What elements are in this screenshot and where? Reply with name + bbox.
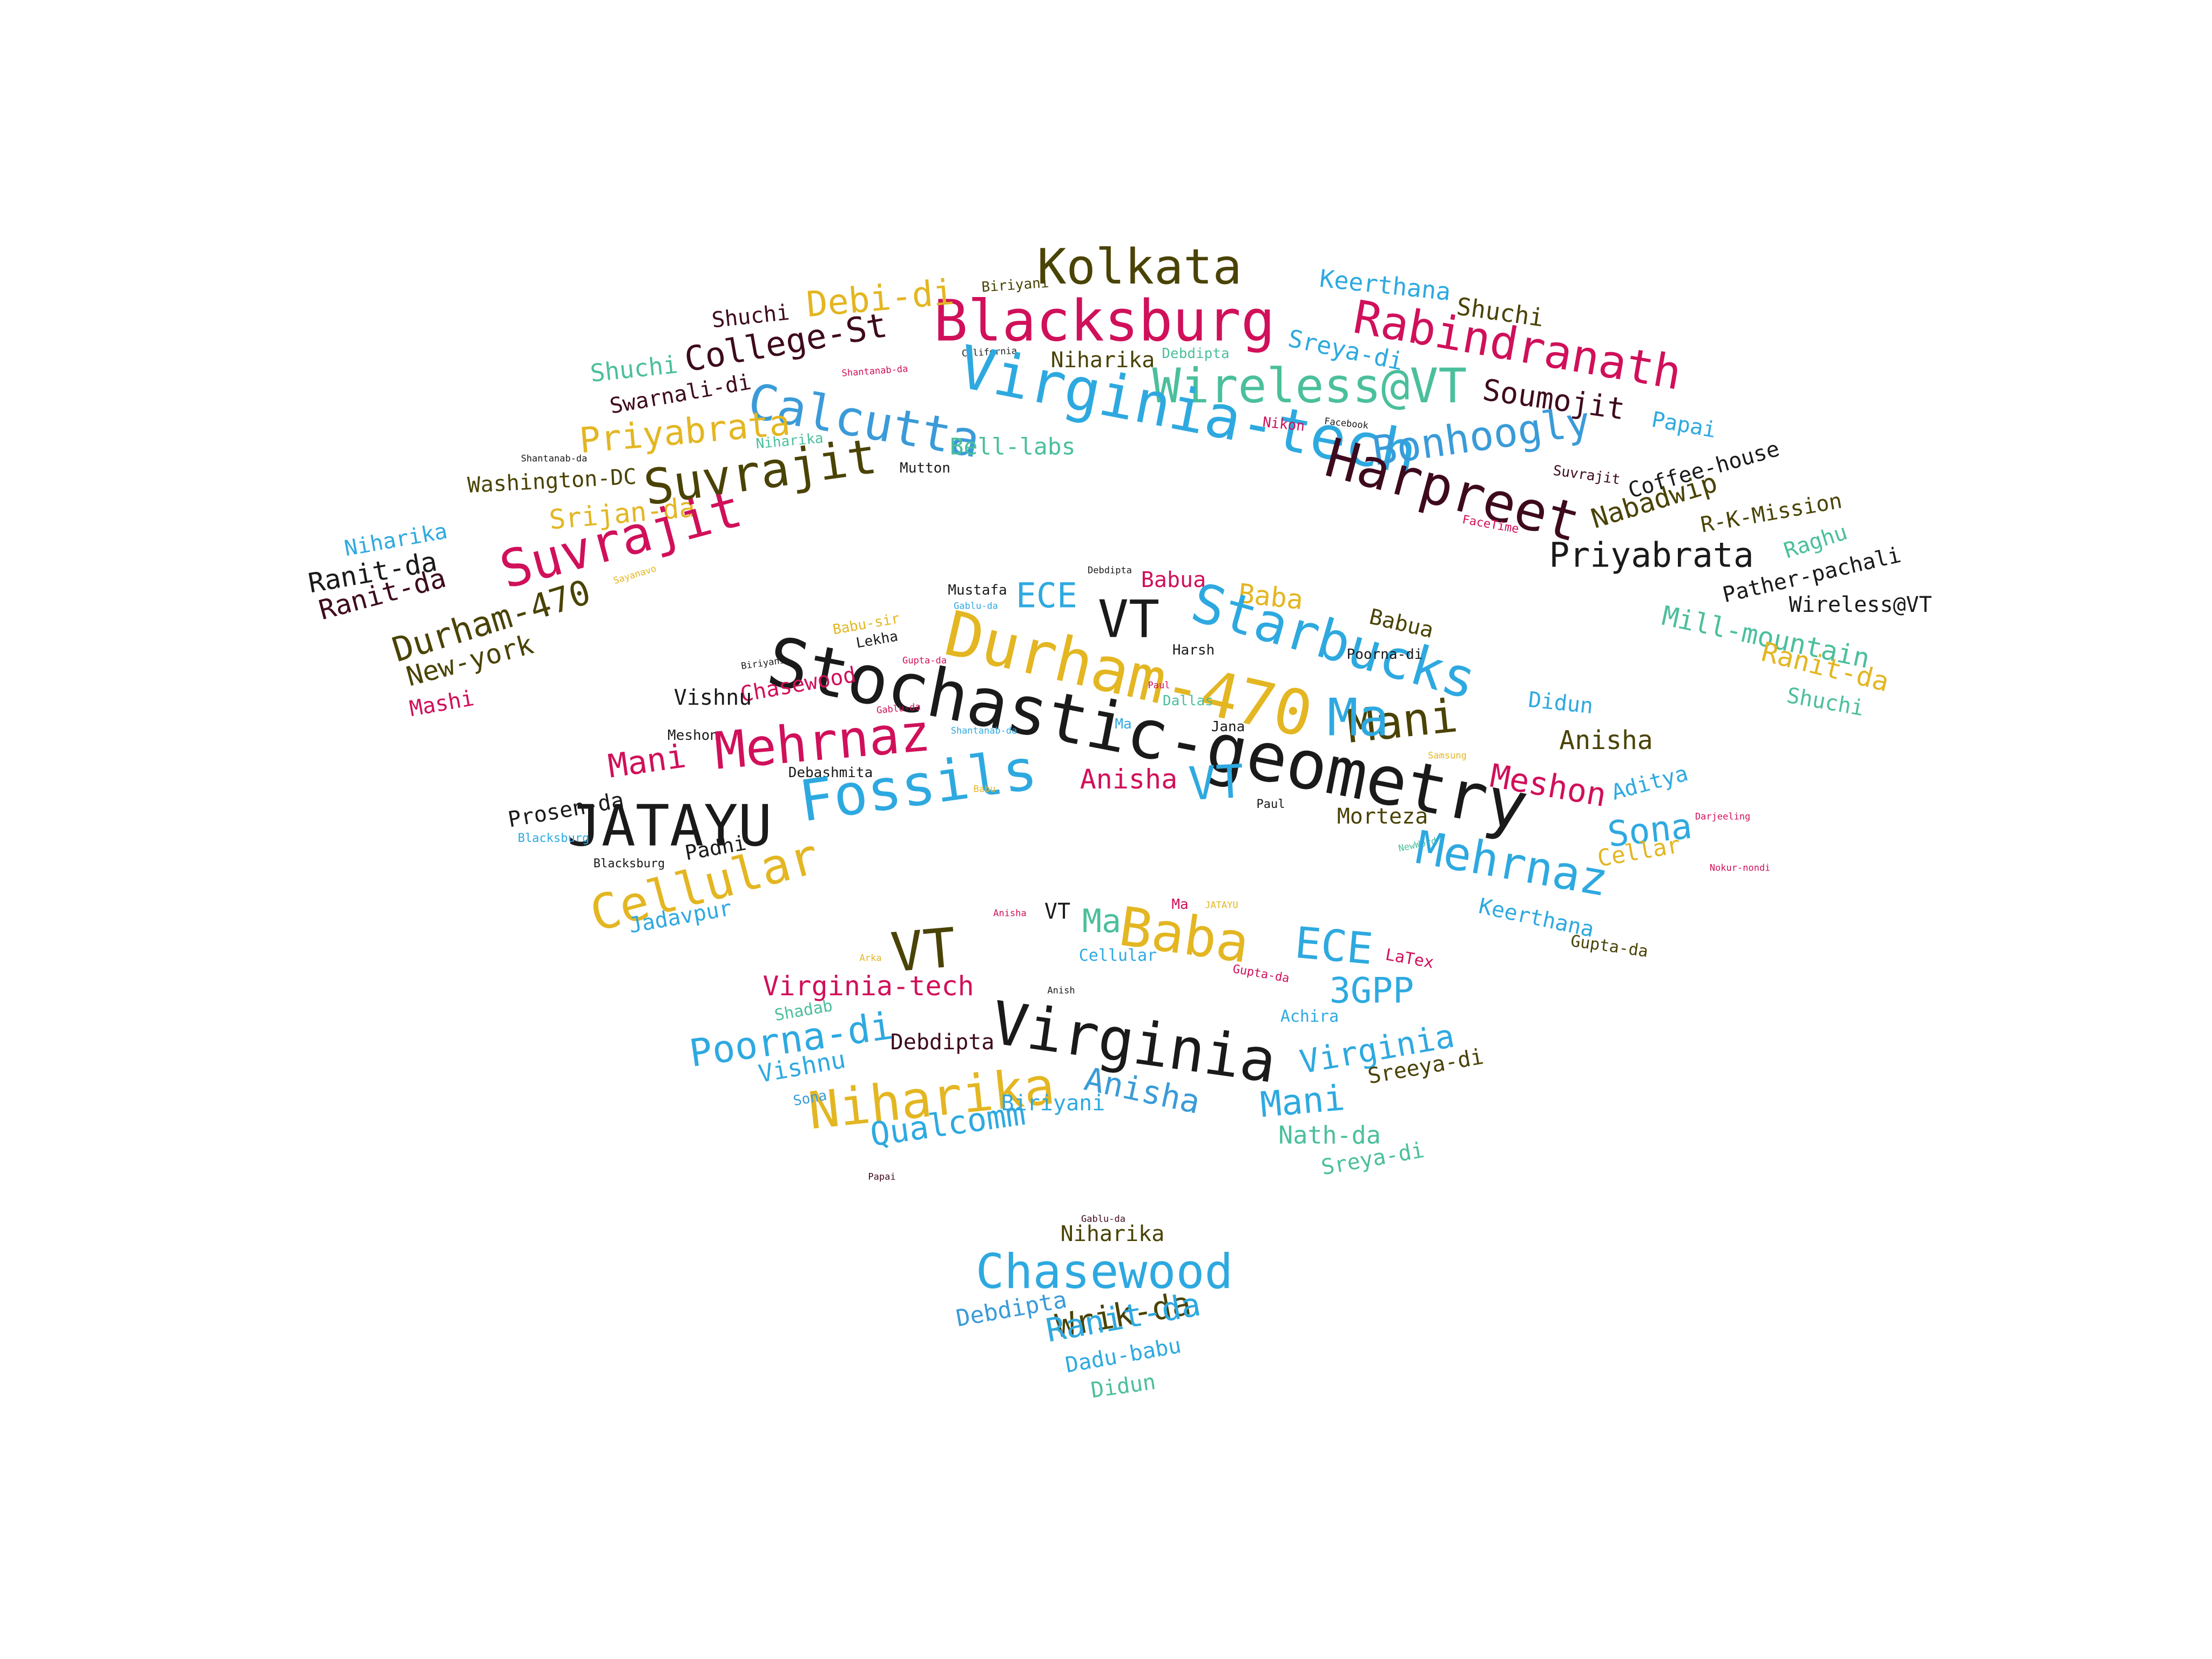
- word-aditya: Aditya: [1609, 761, 1691, 805]
- word-anisha: Anisha: [1080, 764, 1178, 795]
- word-achira: Achira: [1280, 1007, 1339, 1026]
- word-jana: Jana: [1211, 719, 1245, 735]
- word-mani: Mani: [605, 737, 689, 786]
- word-wireless-vt: Wireless@VT: [1789, 592, 1932, 617]
- word-anisha: Anisha: [1559, 725, 1653, 756]
- word-nath-da: Nath-da: [1278, 1121, 1381, 1150]
- word-shuchi: Shuchi: [589, 350, 679, 388]
- word-ma: Ma: [1115, 716, 1132, 732]
- word-paul: Paul: [1148, 680, 1170, 691]
- word-debdipta: Debdipta: [1088, 565, 1132, 576]
- word-shantanab-da: Shantanab-da: [521, 453, 588, 464]
- word-vishnu: Vishnu: [673, 685, 752, 710]
- word-mutton: Mutton: [900, 460, 950, 476]
- word-priyabrata: Priyabrata: [1549, 535, 1754, 575]
- word-didun: Didun: [1527, 687, 1595, 719]
- word-cellular: Cellular: [1078, 946, 1157, 965]
- word-nikon: Nikon: [1262, 414, 1306, 435]
- word-anish: Anish: [1047, 985, 1075, 996]
- word-wireless-vt: Wireless@VT: [1152, 358, 1467, 414]
- word-gupta-da: Gupta-da: [1569, 932, 1650, 961]
- word-gupta-da: Gupta-da: [1231, 962, 1291, 986]
- word-arka: Arka: [859, 953, 882, 964]
- word-ma: Ma: [1082, 902, 1122, 940]
- word-gupta-da: Gupta-da: [902, 655, 947, 666]
- word-anisha: Anisha: [993, 908, 1027, 919]
- word-paul: Paul: [1256, 798, 1285, 811]
- word-blacksburg: Blacksburg: [517, 832, 590, 845]
- word-ma: Ma: [1327, 688, 1390, 748]
- word-latex: LaTex: [1384, 945, 1435, 973]
- word-shantanab-da: Shantanab-da: [841, 363, 908, 379]
- word-dallas: Dallas: [1163, 693, 1213, 709]
- word-bell-labs: Bell-labs: [949, 433, 1076, 461]
- word-vt: VT: [1044, 899, 1071, 924]
- word-washington-dc: Washington-DC: [467, 464, 637, 498]
- word-chasewood: Chasewood: [975, 1244, 1233, 1299]
- word-babu: Babu: [973, 784, 996, 795]
- word-debdipta: Debdipta: [1162, 346, 1230, 362]
- word-debdipta: Debdipta: [890, 1030, 995, 1055]
- word-jatayu: JATAYU: [1205, 900, 1238, 911]
- word-blacksburg: Blacksburg: [933, 288, 1276, 354]
- word-niharika: Niharika: [1050, 348, 1155, 373]
- word-meshon: Meshon: [667, 727, 718, 744]
- word-3gpp: 3GPP: [1329, 970, 1414, 1011]
- word-biriyani: Biriyani: [1001, 1091, 1105, 1116]
- word-debashmita: Debashmita: [788, 765, 873, 781]
- word-samsung: Samsung: [1428, 750, 1467, 761]
- word-nokur-nondi: Nokur-nondi: [1709, 862, 1771, 874]
- word-kolkata: Kolkata: [1037, 239, 1242, 295]
- word-gablu-da: Gablu-da: [954, 601, 998, 612]
- word-mashi: Mashi: [407, 685, 476, 722]
- word-papai: Papai: [868, 1171, 896, 1183]
- word-ece: ECE: [1293, 917, 1375, 975]
- word-niharika: Niharika: [1060, 1222, 1165, 1246]
- word-darjeeling: Darjeeling: [1695, 811, 1751, 822]
- word-virginia-tech: Virginia-tech: [763, 970, 974, 1002]
- word-ece: ECE: [1016, 576, 1077, 616]
- word-babua: Babua: [1141, 568, 1206, 592]
- word-mustafa: Mustafa: [948, 582, 1007, 598]
- word-mani: Mani: [1258, 1077, 1347, 1126]
- word-blacksburg: Blacksburg: [593, 857, 665, 871]
- word-gablu-da: Gablu-da: [1081, 1213, 1125, 1225]
- word-morteza: Morteza: [1337, 804, 1428, 829]
- word-poorna-di: Poorna-di: [1346, 646, 1423, 663]
- word-ma: Ma: [1171, 896, 1189, 913]
- word-harsh: Harsh: [1172, 642, 1215, 658]
- word-suvrajit: Suvrajit: [1552, 462, 1622, 488]
- word-papai: Papai: [1649, 407, 1718, 443]
- word-didun: Didun: [1089, 1369, 1157, 1404]
- word-shantanab-da: Shantanab-da: [950, 725, 1017, 737]
- word-jatayu: JATAYU: [567, 793, 772, 859]
- word-mehrnaz: Mehrnaz: [1412, 821, 1612, 907]
- word-vt: VT: [1187, 754, 1245, 812]
- word-vt: VT: [1097, 590, 1160, 650]
